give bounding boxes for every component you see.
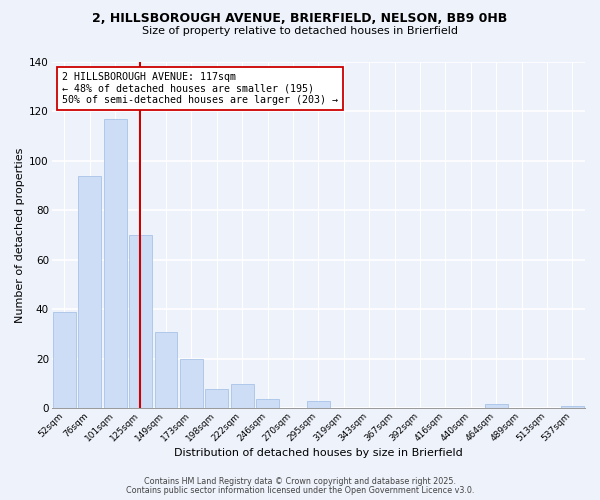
Bar xyxy=(129,235,152,408)
Bar xyxy=(79,176,101,408)
Bar xyxy=(104,118,127,408)
Text: Contains public sector information licensed under the Open Government Licence v3: Contains public sector information licen… xyxy=(126,486,474,495)
Bar xyxy=(180,359,203,408)
Bar xyxy=(231,384,254,408)
Bar xyxy=(155,332,178,408)
Bar xyxy=(485,404,508,408)
Bar xyxy=(205,388,228,408)
Text: 2, HILLSBOROUGH AVENUE, BRIERFIELD, NELSON, BB9 0HB: 2, HILLSBOROUGH AVENUE, BRIERFIELD, NELS… xyxy=(92,12,508,26)
Bar xyxy=(53,312,76,408)
Bar xyxy=(307,401,330,408)
Bar xyxy=(561,406,584,408)
Bar xyxy=(256,398,279,408)
Text: Size of property relative to detached houses in Brierfield: Size of property relative to detached ho… xyxy=(142,26,458,36)
X-axis label: Distribution of detached houses by size in Brierfield: Distribution of detached houses by size … xyxy=(174,448,463,458)
Text: 2 HILLSBOROUGH AVENUE: 117sqm
← 48% of detached houses are smaller (195)
50% of : 2 HILLSBOROUGH AVENUE: 117sqm ← 48% of d… xyxy=(62,72,338,105)
Y-axis label: Number of detached properties: Number of detached properties xyxy=(15,148,25,322)
Text: Contains HM Land Registry data © Crown copyright and database right 2025.: Contains HM Land Registry data © Crown c… xyxy=(144,477,456,486)
